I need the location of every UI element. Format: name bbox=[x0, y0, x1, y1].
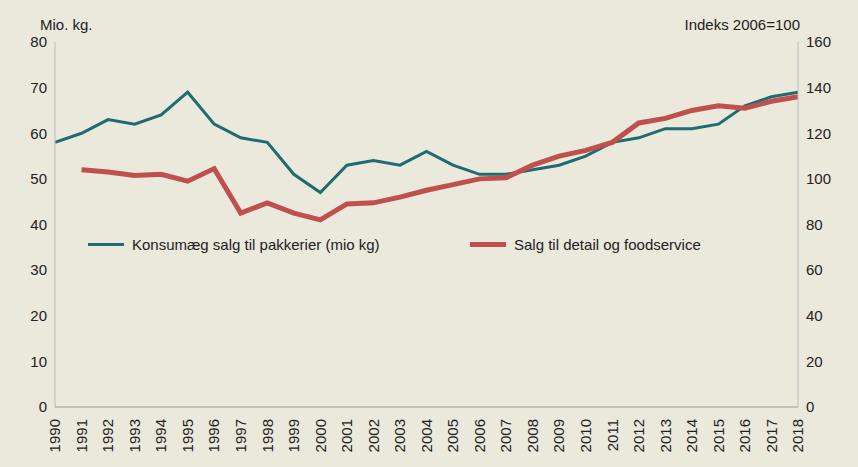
svg-text:0: 0 bbox=[806, 398, 814, 415]
svg-text:2015: 2015 bbox=[710, 419, 727, 452]
svg-text:2007: 2007 bbox=[497, 419, 514, 452]
svg-text:2005: 2005 bbox=[444, 419, 461, 452]
svg-text:1992: 1992 bbox=[99, 419, 116, 452]
svg-text:2001: 2001 bbox=[338, 419, 355, 452]
html-text:Konsumæg salg til pakkerier (m: Konsumæg salg til pakkerier (mio kg) bbox=[132, 236, 380, 253]
svg-text:2014: 2014 bbox=[683, 419, 700, 452]
svg-text:2009: 2009 bbox=[550, 419, 567, 452]
svg-text:2003: 2003 bbox=[391, 419, 408, 452]
svg-text:2013: 2013 bbox=[657, 419, 674, 452]
svg-text:60: 60 bbox=[806, 261, 823, 278]
svg-text:2002: 2002 bbox=[365, 419, 382, 452]
svg-text:0: 0 bbox=[39, 398, 47, 415]
svg-text:160: 160 bbox=[806, 33, 831, 50]
svg-text:20: 20 bbox=[30, 307, 47, 324]
svg-text:2017: 2017 bbox=[763, 419, 780, 452]
svg-text:2018: 2018 bbox=[789, 419, 806, 452]
svg-text:10: 10 bbox=[30, 353, 47, 370]
svg-text:1993: 1993 bbox=[126, 419, 143, 452]
svg-text:1996: 1996 bbox=[205, 419, 222, 452]
svg-text:1999: 1999 bbox=[285, 419, 302, 452]
svg-text:50: 50 bbox=[30, 170, 47, 187]
svg-text:20: 20 bbox=[806, 353, 823, 370]
svg-text:1997: 1997 bbox=[232, 419, 249, 452]
svg-text:1995: 1995 bbox=[179, 419, 196, 452]
svg-text:2008: 2008 bbox=[524, 419, 541, 452]
svg-text:80: 80 bbox=[806, 216, 823, 233]
svg-text:1994: 1994 bbox=[152, 419, 169, 452]
html-text:Mio. kg.: Mio. kg. bbox=[40, 16, 93, 33]
svg-text:1998: 1998 bbox=[259, 419, 276, 452]
svg-text:80: 80 bbox=[30, 33, 47, 50]
svg-text:2004: 2004 bbox=[418, 419, 435, 452]
svg-text:30: 30 bbox=[30, 261, 47, 278]
svg-text:1990: 1990 bbox=[46, 419, 63, 452]
svg-text:2010: 2010 bbox=[577, 419, 594, 452]
svg-text:120: 120 bbox=[806, 125, 831, 142]
html-text:Indeks 2006=100: Indeks 2006=100 bbox=[684, 16, 800, 33]
svg-text:2000: 2000 bbox=[312, 419, 329, 452]
svg-text:140: 140 bbox=[806, 79, 831, 96]
html-text:Salg til detail og foodservice: Salg til detail og foodservice bbox=[514, 236, 701, 253]
svg-text:2016: 2016 bbox=[736, 419, 753, 452]
svg-text:2011: 2011 bbox=[604, 419, 621, 451]
svg-text:40: 40 bbox=[30, 216, 47, 233]
svg-text:40: 40 bbox=[806, 307, 823, 324]
svg-text:2012: 2012 bbox=[630, 419, 647, 452]
svg-text:60: 60 bbox=[30, 125, 47, 142]
svg-text:70: 70 bbox=[30, 79, 47, 96]
svg-text:2006: 2006 bbox=[471, 419, 488, 452]
svg-text:100: 100 bbox=[806, 170, 831, 187]
svg-text:1991: 1991 bbox=[73, 419, 90, 452]
